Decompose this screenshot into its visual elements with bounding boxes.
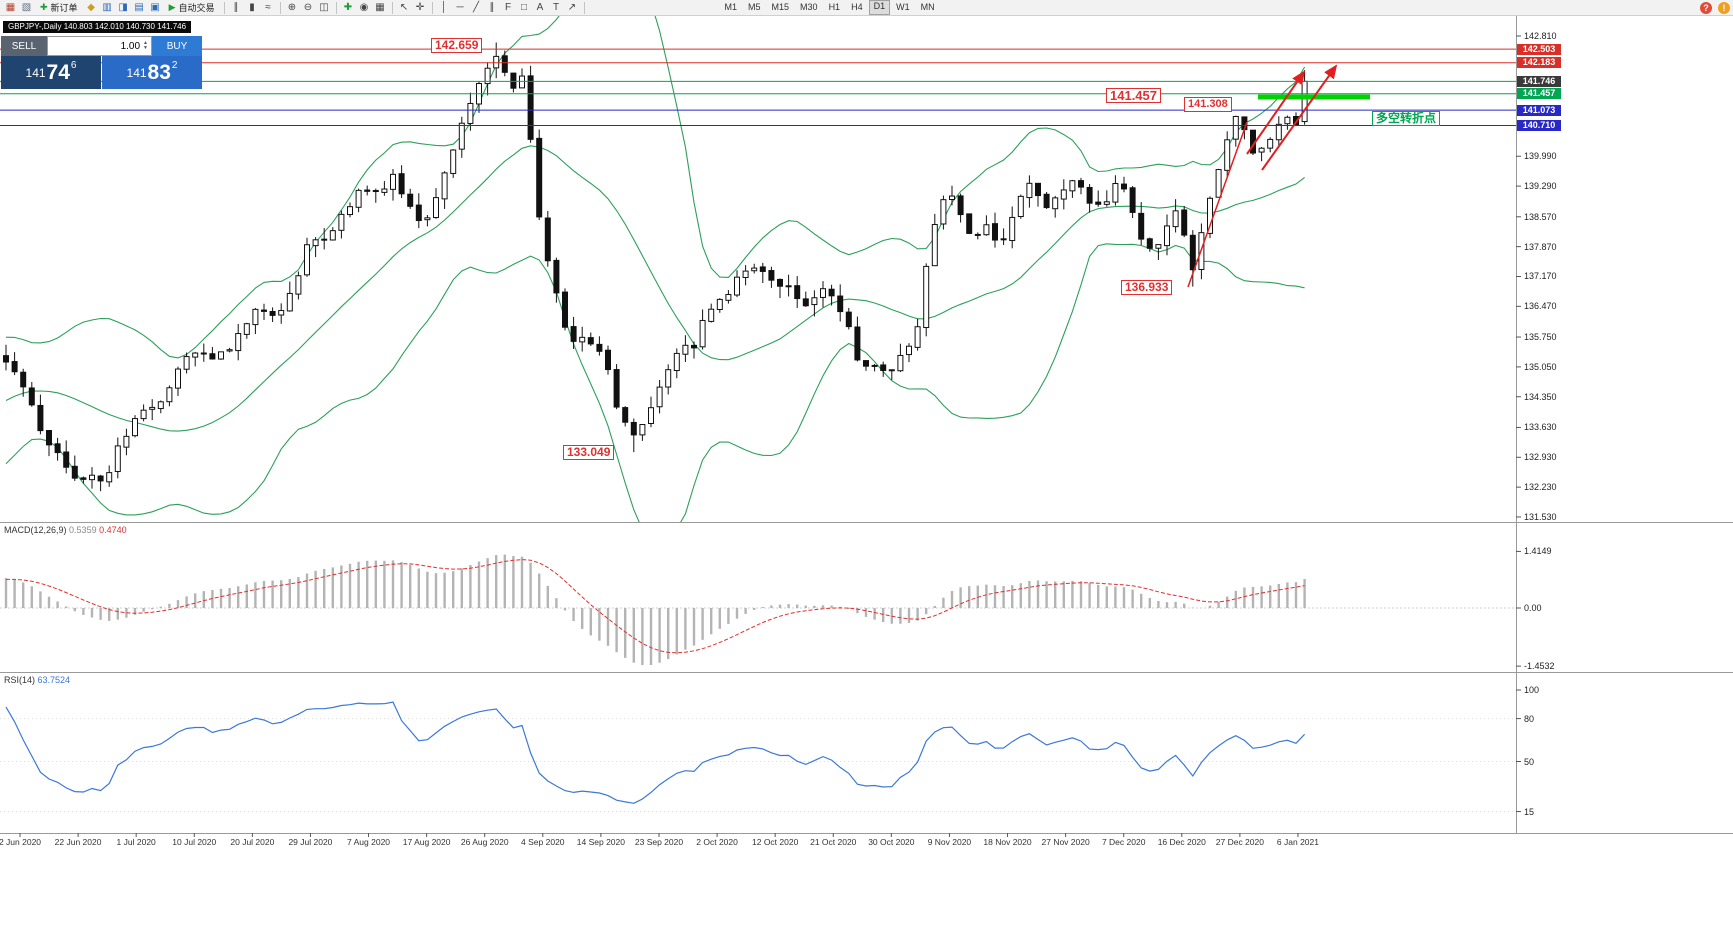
main-toolbar: ▦ ▧ ✚ 新订单 ◆ ▥ ◨ ▤ ▣ ▶ 自动交易 ∥ ▮ ≈ ⊕ ⊖ ◫ ✚ ◉ ▦ ↖ ✛ │ ─ ╱ ∥ F □ A T ↗ M1 M5… [0,0,1733,16]
sell-button[interactable]: SELL [1,36,47,56]
toolbar-separator [335,1,337,14]
label-icon[interactable]: T [552,2,560,13]
turning-point-label[interactable]: 多空转折点 [1372,111,1441,126]
terminal-icon[interactable]: ▣ [150,2,160,13]
buy-price-base: 141 [126,65,147,80]
rsi-line [5,701,1306,804]
buy-price-big: 83 [147,61,171,84]
shapes-icon[interactable]: □ [520,2,528,13]
price-label-136933[interactable]: 136.933 [1121,280,1173,295]
price-label-133049[interactable]: 133.049 [563,445,615,460]
tile-windows-icon[interactable]: ◫ [319,2,329,13]
price-label-141457[interactable]: 141.457 [1106,88,1161,103]
new-order-button-label: 新订单 [50,3,78,13]
market-watch-icon[interactable]: ▥ [102,2,112,13]
sell-price-base: 141 [25,65,46,80]
sell-price-pip: 6 [70,60,77,71]
volume-input[interactable]: 1.00 ▲ ▼ [47,36,152,56]
new-order-button-icon: ✚ [40,2,48,12]
buy-button[interactable]: BUY [152,36,202,56]
navigator-icon[interactable]: ▤ [134,2,144,13]
bollinger-middle-band [5,145,1305,432]
timeframe-h1[interactable]: H1 [828,2,841,12]
periods-icon[interactable]: ◉ [359,2,369,13]
new-order-button[interactable]: ✚ 新订单 [35,1,83,15]
trend-arrow [1246,70,1306,155]
candlestick-series [3,42,1308,492]
buy-price-pip: 2 [171,60,178,71]
text-icon[interactable]: A [536,2,544,13]
toolbar-separator [223,1,225,14]
profile-icon[interactable]: ▧ [21,2,32,13]
fibonacci-icon[interactable]: F [504,2,512,13]
trend-arrow [1261,64,1338,171]
community-icon[interactable]: ? [1700,1,1712,14]
cursor-icon[interactable]: ↖ [399,2,409,13]
timeframe-m1[interactable]: M1 [724,2,738,12]
templates-icon[interactable]: ▦ [375,2,385,13]
autotrading-button[interactable]: ▶ 自动交易 [164,1,220,15]
candles-mode-icon[interactable]: ▮ [249,2,255,13]
main-chart-plot [3,16,1308,522]
metaeditor-icon[interactable]: ◆ [87,2,95,13]
bars-mode-icon[interactable]: ∥ [233,2,239,13]
timeframe-h4[interactable]: H4 [851,2,863,12]
toolbar-separator [391,1,393,14]
zoom-in-icon[interactable]: ⊕ [287,2,297,13]
toolbar-separator [279,1,281,14]
macd-histogram [4,554,1306,666]
crosshair-icon[interactable]: ✛ [415,2,425,13]
sell-price-big: 74 [46,61,70,84]
arrow-tool-icon[interactable]: ↗ [567,2,577,13]
chart-window-icon[interactable]: ▦ [5,2,16,13]
bollinger-upper-band [5,16,1306,359]
sell-price-panel[interactable]: 141 74 6 [1,56,101,89]
autotrading-button-label: 自动交易 [178,3,215,13]
timeframe-m5[interactable]: M5 [748,2,761,12]
vertical-line-icon[interactable]: │ [440,2,448,13]
volume-down-icon[interactable]: ▼ [143,45,148,51]
autotrading-button-icon: ▶ [168,2,176,12]
bollinger-lower-band [5,243,1305,522]
chart-title-tab[interactable]: GBPJPY-,Daily 140.803 142.010 140.730 14… [3,21,192,33]
macd-signal-line [6,559,1305,654]
trade-panel-price-row: 141 74 6 141 83 2 [1,56,202,89]
buy-price-panel[interactable]: 141 83 2 [102,56,202,89]
price-label-142659[interactable]: 142.659 [431,38,483,53]
price-label-141308[interactable]: 141.308 [1184,97,1232,112]
trend-arrow [1187,121,1248,288]
data-window-icon[interactable]: ◨ [118,2,128,13]
toolbar-separator [431,1,433,14]
alert-icon[interactable]: ! [1718,1,1730,14]
volume-stepper[interactable]: ▲ ▼ [143,41,148,51]
timeframe-d1[interactable]: D1 [868,0,891,15]
trendline-icon[interactable]: ╱ [472,2,480,13]
indicators-icon[interactable]: ✚ [343,2,353,13]
timeframe-m15[interactable]: M15 [771,2,790,12]
line-mode-icon[interactable]: ≈ [265,2,271,13]
timeframe-w1[interactable]: W1 [896,2,910,12]
timeframe-m30[interactable]: M30 [800,2,818,12]
trade-panel-top-row: SELL 1.00 ▲ ▼ BUY [1,36,202,56]
one-click-trading-panel: SELL 1.00 ▲ ▼ BUY 141 74 6 141 83 2 [1,36,202,89]
horizontal-line-icon[interactable]: ─ [456,2,464,13]
volume-value: 1.00 [120,40,141,52]
channel-icon[interactable]: ∥ [489,2,495,13]
timeframe-mn[interactable]: MN [920,2,935,12]
volume-up-icon[interactable]: ▲ [143,40,148,46]
zoom-out-icon[interactable]: ⊖ [303,2,313,13]
toolbar-separator [583,1,585,14]
